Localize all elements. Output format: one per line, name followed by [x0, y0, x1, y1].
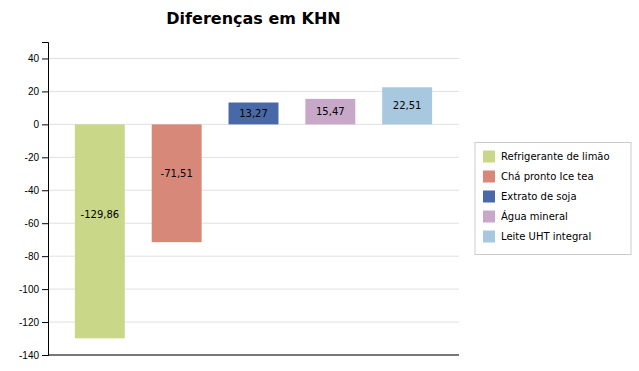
y-tick-label: -140: [19, 350, 39, 361]
y-tick-mark: [42, 190, 48, 191]
legend-swatch: [483, 151, 495, 163]
y-tick: 40: [28, 53, 48, 64]
y-tick-label: 20: [28, 86, 40, 97]
y-tick: -60: [25, 218, 48, 229]
data-label: 22,51: [393, 100, 422, 111]
legend: Refrigerante de limão Chá pronto Ice tea E…: [475, 143, 631, 255]
data-labels: -129,86 -71,51 13,27 15,47 22,51: [81, 100, 422, 219]
y-tick-label: -100: [19, 284, 39, 295]
y-tick-label: 0: [33, 119, 39, 130]
y-tick-mark: [42, 256, 48, 257]
bars: [75, 87, 432, 338]
bar: [229, 103, 279, 125]
legend-label: Leite UHT integral: [501, 231, 591, 242]
y-tick-mark: [42, 322, 48, 323]
bar: [305, 99, 355, 124]
y-tick-label: -20: [25, 152, 40, 163]
legend-frame: [475, 143, 631, 255]
grid-line: [48, 58, 459, 59]
x-axis-line: [48, 355, 459, 356]
y-tick-mark: [42, 58, 48, 59]
legend-item: Água mineral: [483, 210, 568, 223]
y-tick: 20: [28, 86, 48, 97]
y-tick: -120: [19, 317, 48, 328]
y-tick: -20: [25, 152, 48, 163]
legend-item: Leite UHT integral: [483, 231, 591, 243]
title: Diferenças em KHN: [166, 9, 340, 28]
y-tick: -140: [19, 350, 48, 361]
data-label: -129,86: [81, 209, 120, 220]
data-label: 13,27: [239, 108, 268, 119]
plot: -140 -120 -100 -80 -60 -40 -20 0 20 40 -129,86 -71,…: [19, 43, 459, 361]
legend-item: Extrato de soja: [483, 191, 577, 203]
bar: [382, 87, 432, 124]
legend-label: Extrato de soja: [501, 191, 577, 202]
legend-swatch: [483, 191, 495, 203]
y-tick-mark: [42, 289, 48, 290]
y-tick-mark: [42, 157, 48, 158]
legend-item: Chá pronto Ice tea: [483, 171, 594, 183]
data-label: -71,51: [161, 168, 193, 179]
y-tick-label: -40: [25, 185, 40, 196]
y-tick-label: -80: [25, 251, 40, 262]
y-tick: -80: [25, 251, 48, 262]
chart: Diferenças em KHN -140 -120 -100 -80 -60 -40 -2…: [0, 0, 639, 371]
y-tick-label: -120: [19, 317, 39, 328]
legend-swatch: [483, 231, 495, 243]
legend-swatch: [483, 211, 495, 223]
y-tick-label: -60: [25, 218, 40, 229]
grid-line: [48, 355, 459, 356]
legend-label: Chá pronto Ice tea: [501, 171, 594, 182]
y-tick-mark: [42, 124, 48, 125]
legend-label: Água mineral: [501, 210, 568, 222]
legend-item: Refrigerante de limão: [483, 151, 610, 163]
y-tick-mark: [42, 91, 48, 92]
bar: [75, 124, 125, 338]
y-tick-mark: [42, 223, 48, 224]
y-axis: -140 -120 -100 -80 -60 -40 -20 0 20 40: [19, 43, 49, 361]
bar: [152, 124, 202, 242]
legend-swatch: [483, 171, 495, 183]
y-tick: -100: [19, 284, 48, 295]
y-tick-label: 40: [28, 53, 40, 64]
y-axis-line: [42, 43, 49, 356]
legend-label: Refrigerante de limão: [501, 151, 610, 162]
grid: [48, 58, 459, 355]
y-tick: 0: [33, 119, 48, 130]
data-label: 15,47: [316, 106, 345, 117]
y-tick-mark: [42, 355, 48, 356]
y-tick: -40: [25, 185, 48, 196]
